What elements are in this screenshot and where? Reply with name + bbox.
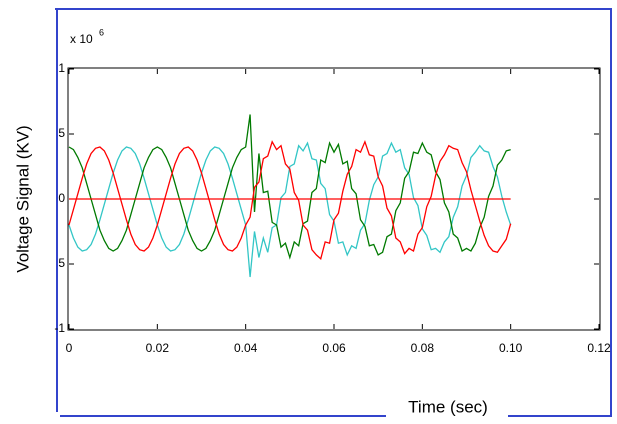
x-tick-label: 0.08 — [411, 341, 435, 355]
x-tick-label: 0.12 — [587, 341, 611, 355]
plot-box — [67, 67, 601, 331]
multiplier-exponent: 6 — [99, 27, 104, 37]
y-tick-label: 5 — [58, 126, 65, 140]
x-tick-label: 0 — [66, 341, 73, 355]
y-tick-label: 5 — [58, 256, 65, 270]
y-tick-label: 0 — [58, 191, 65, 205]
y-axis-title: Voltage Signal (KV) — [13, 125, 32, 272]
series-line — [68, 114, 511, 260]
x-tick-label: 0.06 — [322, 341, 346, 355]
x-tick-label: 0.02 — [146, 341, 170, 355]
x-tick-label: 0.10 — [499, 341, 523, 355]
series-line — [68, 139, 512, 260]
y-tick-label: 1 — [58, 61, 65, 75]
x-tick-label: 0.04 — [234, 341, 258, 355]
x-axis-title: Time (sec) — [408, 397, 488, 416]
y-tick-label: -1 — [54, 321, 65, 335]
multiplier: x 10 — [70, 32, 93, 46]
